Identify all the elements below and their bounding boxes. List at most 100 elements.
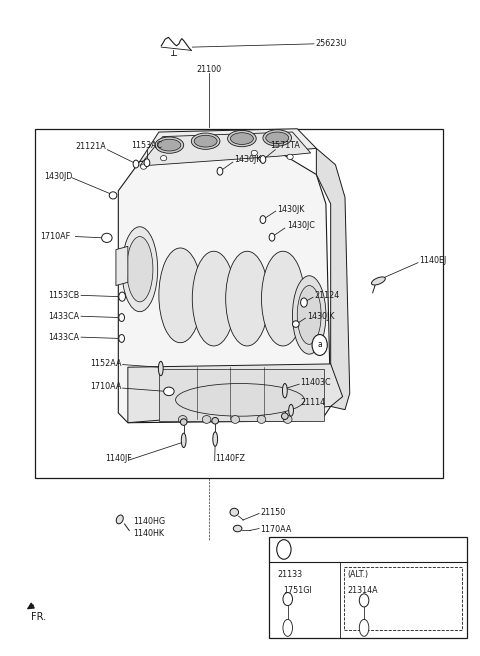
Ellipse shape: [233, 525, 242, 532]
Ellipse shape: [372, 277, 385, 285]
Circle shape: [283, 592, 292, 605]
Ellipse shape: [230, 508, 239, 516]
Circle shape: [260, 216, 266, 224]
Ellipse shape: [180, 419, 187, 425]
Ellipse shape: [192, 133, 220, 150]
Ellipse shape: [160, 155, 167, 161]
Text: 1433CA: 1433CA: [48, 333, 79, 342]
Ellipse shape: [282, 384, 287, 398]
Text: 1153CB: 1153CB: [48, 291, 79, 300]
Ellipse shape: [127, 237, 153, 302]
Ellipse shape: [102, 234, 112, 243]
Text: 21133: 21133: [277, 571, 302, 579]
Text: 1152AA: 1152AA: [91, 359, 122, 368]
Ellipse shape: [159, 248, 202, 342]
Circle shape: [133, 160, 139, 168]
Ellipse shape: [262, 251, 304, 346]
Ellipse shape: [158, 361, 163, 376]
Ellipse shape: [116, 515, 123, 523]
Ellipse shape: [257, 415, 266, 423]
Ellipse shape: [164, 387, 174, 396]
Ellipse shape: [230, 133, 253, 144]
Text: 21114: 21114: [300, 398, 326, 407]
Ellipse shape: [231, 415, 240, 423]
Ellipse shape: [228, 131, 256, 147]
Polygon shape: [128, 364, 343, 422]
Text: 1153AC: 1153AC: [132, 141, 163, 150]
Ellipse shape: [251, 150, 257, 155]
Ellipse shape: [266, 132, 288, 144]
Ellipse shape: [194, 135, 217, 147]
Ellipse shape: [192, 251, 235, 346]
Circle shape: [119, 314, 124, 321]
Text: 1140HK: 1140HK: [133, 529, 165, 539]
Text: 1430JK: 1430JK: [307, 312, 334, 321]
Text: 1170AA: 1170AA: [260, 525, 291, 534]
Ellipse shape: [360, 619, 369, 636]
Circle shape: [217, 167, 223, 175]
Text: 1430JD: 1430JD: [44, 172, 72, 181]
Ellipse shape: [226, 251, 269, 346]
Ellipse shape: [176, 384, 304, 416]
Polygon shape: [140, 129, 316, 161]
Text: 1140FZ: 1140FZ: [215, 454, 245, 463]
Ellipse shape: [281, 413, 288, 419]
Circle shape: [260, 155, 266, 163]
Polygon shape: [118, 152, 331, 422]
Circle shape: [119, 292, 125, 301]
Polygon shape: [140, 132, 311, 166]
Text: 1710AF: 1710AF: [40, 232, 71, 241]
Circle shape: [119, 335, 124, 342]
Text: 25623U: 25623U: [315, 39, 347, 49]
Text: 21100: 21100: [196, 66, 222, 75]
Ellipse shape: [109, 192, 117, 199]
Text: FR.: FR.: [31, 613, 46, 623]
Ellipse shape: [141, 164, 147, 169]
Text: 1140JF: 1140JF: [106, 454, 132, 463]
Text: 1751GI: 1751GI: [283, 586, 312, 595]
Bar: [159, 369, 324, 421]
Text: 1710AA: 1710AA: [91, 382, 122, 391]
Ellipse shape: [158, 139, 181, 151]
Ellipse shape: [292, 276, 326, 354]
Text: a: a: [317, 340, 322, 350]
Circle shape: [300, 298, 307, 307]
Text: 21124: 21124: [314, 291, 340, 300]
Ellipse shape: [179, 415, 187, 423]
Text: 1430JK: 1430JK: [234, 155, 262, 164]
Ellipse shape: [181, 433, 186, 447]
Ellipse shape: [283, 619, 292, 636]
Ellipse shape: [213, 432, 217, 446]
Text: 1430JC: 1430JC: [287, 221, 315, 230]
Polygon shape: [316, 148, 350, 409]
Ellipse shape: [122, 227, 157, 312]
Text: a: a: [282, 545, 286, 554]
Ellipse shape: [288, 405, 293, 416]
Text: 11403C: 11403C: [300, 378, 331, 387]
Text: 21121A: 21121A: [76, 142, 107, 151]
Ellipse shape: [287, 154, 293, 159]
Text: 1433CA: 1433CA: [48, 312, 79, 321]
Text: 21314A: 21314A: [348, 586, 378, 595]
Text: 21150: 21150: [260, 508, 285, 517]
Ellipse shape: [212, 417, 218, 424]
Circle shape: [360, 594, 369, 607]
Polygon shape: [116, 247, 128, 285]
Text: (ALT.): (ALT.): [348, 571, 369, 579]
Ellipse shape: [202, 415, 211, 423]
Text: 1571TA: 1571TA: [270, 141, 300, 150]
Circle shape: [277, 540, 291, 560]
Text: 1430JK: 1430JK: [277, 205, 305, 214]
Ellipse shape: [297, 285, 321, 344]
Circle shape: [269, 234, 275, 241]
Ellipse shape: [292, 321, 299, 327]
Bar: [269, 537, 467, 638]
Text: 1140EJ: 1140EJ: [420, 256, 447, 264]
Ellipse shape: [155, 137, 184, 154]
Bar: [344, 567, 462, 630]
Text: 1140HG: 1140HG: [133, 517, 166, 526]
Bar: [35, 129, 443, 478]
Ellipse shape: [283, 415, 292, 423]
Circle shape: [312, 335, 327, 356]
Circle shape: [144, 159, 150, 167]
